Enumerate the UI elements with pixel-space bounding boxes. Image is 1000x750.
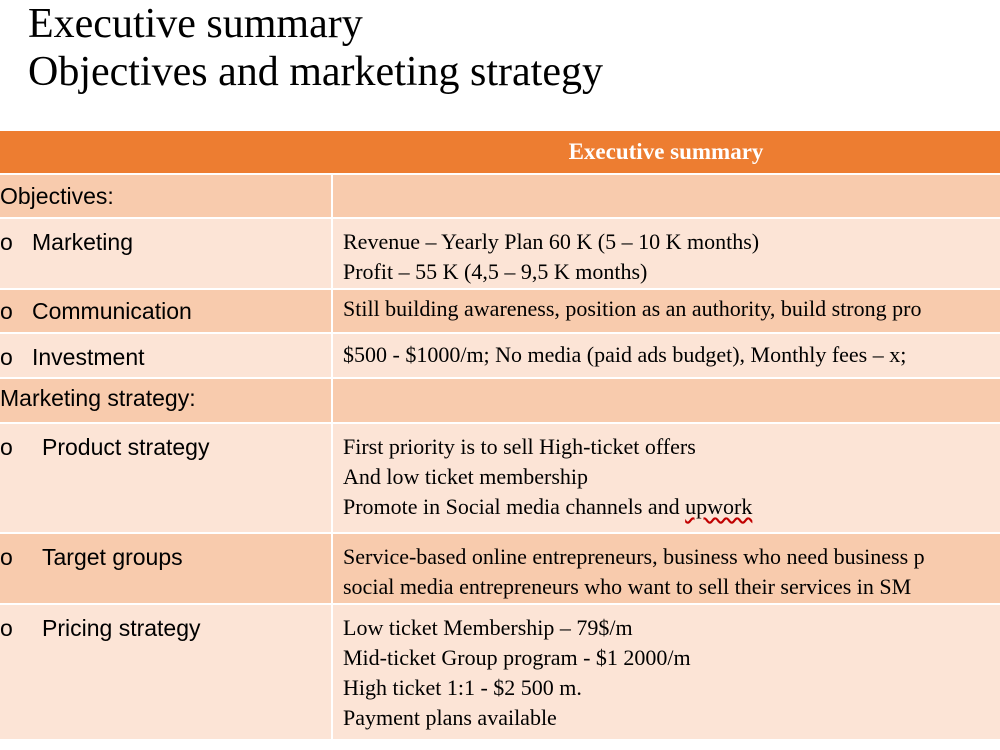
value-text: Promote in Social media channels and — [343, 494, 686, 519]
row-value: $500 - $1000/m; No media (paid ads budge… — [332, 332, 1000, 378]
value-line: First priority is to sell High-ticket of… — [343, 434, 696, 459]
table-row-product-strategy: o Product strategy First priority is to s… — [0, 422, 1000, 533]
row-label-cell: o Marketing — [0, 217, 333, 289]
row-label: Communication — [32, 298, 192, 324]
slide-title: Executive summary Objectives and marketi… — [28, 0, 603, 96]
value-line: $500 - $1000/m; No media (paid ads budge… — [343, 342, 907, 367]
value-line: Still building awareness, position as an… — [343, 296, 922, 321]
value-line: Low ticket Membership – 79$/m — [343, 615, 633, 640]
title-line-2: Objectives and marketing strategy — [28, 49, 603, 95]
value-line: social media entrepreneurs who want to s… — [343, 574, 912, 599]
value-line: And low ticket membership — [343, 464, 589, 489]
bullet-icon: o — [0, 298, 13, 324]
value-line: Payment plans available — [343, 705, 557, 730]
value-line: High ticket 1:1 - $2 500 m. — [343, 675, 582, 700]
row-label: Objectives: — [0, 173, 333, 218]
row-value — [332, 173, 1000, 218]
row-label-cell: o Target groups — [0, 532, 333, 604]
bullet-icon: o — [0, 344, 13, 370]
value-line: Profit – 55 K (4,5 – 9,5 K months) — [343, 259, 648, 284]
row-value — [332, 377, 1000, 423]
row-label: Pricing strategy — [42, 615, 201, 641]
value-line: Mid-ticket Group program - $1 2000/m — [343, 645, 691, 670]
table-row-communication: o Communication Still building awareness,… — [0, 288, 1000, 333]
table-header: Executive summary — [0, 131, 1000, 174]
table-row-marketing: o Marketing Revenue – Yearly Plan 60 K (5… — [0, 217, 1000, 289]
row-label: Marketing strategy: — [0, 377, 333, 423]
value-line: Promote in Social media channels and upw… — [343, 492, 1000, 522]
value-line: Service-based online entrepreneurs, busi… — [343, 544, 925, 569]
row-value: Service-based online entrepreneurs, busi… — [332, 532, 1000, 604]
table-row-target-groups: o Target groups Service-based online entr… — [0, 532, 1000, 604]
row-label-cell: o Pricing strategy — [0, 603, 333, 739]
table-row-marketing-strategy: Marketing strategy: — [0, 377, 1000, 423]
table-row-investment: o Investment $500 - $1000/m; No media (pa… — [0, 332, 1000, 378]
row-label: Investment — [32, 344, 145, 370]
row-label-cell: o Product strategy — [0, 422, 333, 533]
table-header-row: Executive summary — [0, 131, 1000, 174]
bullet-icon: o — [0, 544, 13, 570]
spellcheck-word: upwork — [685, 494, 753, 519]
row-label-cell: o Investment — [0, 332, 333, 378]
value-line: Revenue – Yearly Plan 60 K (5 – 10 K mon… — [343, 229, 760, 254]
executive-summary-table: Executive summary Objectives: o Marketing… — [0, 131, 1000, 739]
bullet-icon: o — [0, 615, 13, 641]
row-value: Revenue – Yearly Plan 60 K (5 – 10 K mon… — [332, 217, 1000, 289]
table-row-pricing-strategy: o Pricing strategy Low ticket Membership … — [0, 603, 1000, 739]
row-value: Still building awareness, position as an… — [332, 288, 1000, 333]
title-line-1: Executive summary — [28, 1, 363, 47]
row-value: First priority is to sell High-ticket of… — [332, 422, 1000, 533]
row-label: Target groups — [42, 544, 183, 570]
row-label: Marketing — [32, 229, 133, 255]
row-label: Product strategy — [42, 434, 210, 460]
bullet-icon: o — [0, 229, 13, 255]
table-row-objectives: Objectives: — [0, 173, 1000, 218]
row-value: Low ticket Membership – 79$/m Mid-ticket… — [332, 603, 1000, 739]
row-label-cell: o Communication — [0, 288, 333, 333]
bullet-icon: o — [0, 434, 13, 460]
